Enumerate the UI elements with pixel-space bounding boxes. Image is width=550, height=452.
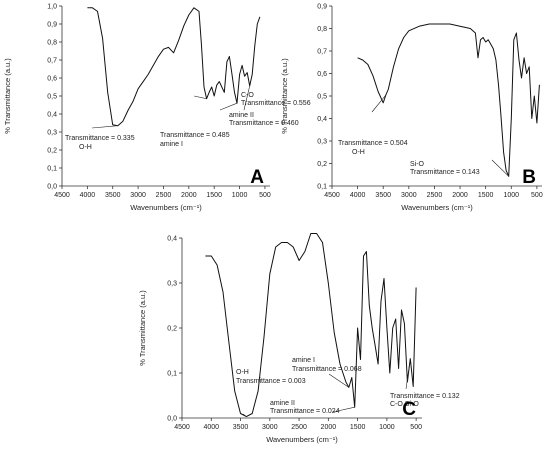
annotation-label: Transmittance = 0.068 bbox=[292, 366, 362, 373]
x-tick-label: 2000 bbox=[452, 192, 468, 199]
y-tick-label: 0,0 bbox=[47, 184, 57, 191]
y-tick-label: 0,5 bbox=[317, 94, 327, 101]
x-tick-label: 1500 bbox=[478, 192, 494, 199]
x-axis-label: Wavenumbers (cm⁻¹) bbox=[130, 203, 202, 212]
y-tick-label: 0,8 bbox=[47, 40, 57, 47]
x-tick-label: 4000 bbox=[80, 192, 96, 199]
y-tick-label: 0,5 bbox=[47, 94, 57, 101]
y-tick-label: 0,4 bbox=[317, 116, 327, 123]
y-tick-label: 0,9 bbox=[47, 22, 57, 29]
annotation-leader bbox=[328, 373, 349, 388]
x-tick-label: 1000 bbox=[503, 192, 519, 199]
y-tick-label: 0,2 bbox=[47, 148, 57, 155]
annotation-leader bbox=[491, 159, 509, 177]
y-tick-label: 0,4 bbox=[167, 236, 177, 243]
annotation-label: O-H bbox=[352, 149, 365, 156]
x-tick-label: 3000 bbox=[130, 192, 146, 199]
annotation-label: Transmittance = 0.335 bbox=[65, 135, 135, 142]
annotation-label: amine I bbox=[160, 141, 183, 148]
spectrum-line bbox=[205, 233, 417, 418]
y-tick-label: 0,3 bbox=[47, 130, 57, 137]
annotation-leader bbox=[242, 413, 247, 417]
x-tick-label: 1500 bbox=[206, 192, 222, 199]
panel-c: 4500 4000 3500 3000 2500 2000 1500 1000 500 0,0 0,… bbox=[138, 233, 460, 444]
panel-b: 4500 4000 3500 3000 2500 2000 1500 1000 500 0,1 0,… bbox=[280, 4, 543, 213]
x-tick-label: 2500 bbox=[156, 192, 172, 199]
x-tick-label: 4000 bbox=[203, 424, 219, 431]
panel-a: 4500 4000 3500 3000 2500 2000 1500 1000 500 0,0 0,… bbox=[3, 4, 311, 213]
y-axis-label: % Transmittance (a.u.) bbox=[138, 290, 147, 366]
annotation-label: O-H bbox=[236, 369, 249, 376]
y-tick-label: 0,1 bbox=[317, 184, 327, 191]
y-tick-label: 0,7 bbox=[317, 49, 327, 56]
y-tick-label: 0,2 bbox=[167, 326, 177, 333]
annotation-label: C-O Si-O bbox=[390, 401, 419, 408]
x-tick-label: 3500 bbox=[233, 424, 249, 431]
x-axis-label: Wavenumbers (cm⁻¹) bbox=[401, 203, 473, 212]
y-axis-label: % Transmittance (a.u.) bbox=[3, 58, 12, 134]
y-tick-label: 0,9 bbox=[317, 4, 327, 11]
x-tick-label: 1000 bbox=[232, 192, 248, 199]
annotation-label: Transmittance = 0.485 bbox=[160, 132, 230, 139]
annotation-leader bbox=[219, 102, 238, 111]
x-tick-label: 500 bbox=[531, 192, 543, 199]
x-axis-label: Wavenumbers (cm⁻¹) bbox=[266, 435, 338, 444]
x-tick-label: 4500 bbox=[54, 192, 70, 199]
annotation-leader bbox=[332, 406, 355, 413]
y-tick-label: 0,8 bbox=[317, 26, 327, 33]
y-tick-label: 0,1 bbox=[47, 166, 57, 173]
x-tick-label: 1500 bbox=[350, 424, 366, 431]
y-axis-label: % Transmittance (a.u.) bbox=[280, 58, 289, 134]
annotation-leader bbox=[91, 125, 118, 129]
y-tick-label: 0,6 bbox=[47, 76, 57, 83]
annotation-label: Transmittance = 0.132 bbox=[390, 393, 460, 400]
annotation-leader bbox=[193, 95, 207, 99]
x-tick-label: 4500 bbox=[174, 424, 190, 431]
x-tick-label: 4000 bbox=[350, 192, 366, 199]
y-tick-label: 0,2 bbox=[317, 161, 327, 168]
x-tick-label: 3500 bbox=[105, 192, 121, 199]
y-tick-label: 0,0 bbox=[167, 416, 177, 423]
annotation-leader bbox=[243, 85, 250, 111]
annotation-leader bbox=[371, 94, 387, 113]
spectrum-line bbox=[357, 23, 540, 177]
x-tick-label: 500 bbox=[259, 192, 271, 199]
annotation-label: amine II bbox=[270, 400, 295, 407]
annotation-label: Transmittance = 0.504 bbox=[338, 140, 408, 147]
annotation-label: Si-O bbox=[410, 161, 425, 168]
annotation-label: amine I bbox=[292, 357, 315, 364]
annotation-label: Transmittance = 0.143 bbox=[410, 169, 480, 176]
y-tick-label: 0,6 bbox=[317, 71, 327, 78]
y-tick-label: 0,1 bbox=[167, 371, 177, 378]
x-tick-label: 3500 bbox=[375, 192, 391, 199]
x-tick-label: 3000 bbox=[401, 192, 417, 199]
y-tick-label: 0,3 bbox=[167, 281, 177, 288]
y-tick-label: 0,7 bbox=[47, 58, 57, 65]
x-tick-label: 1000 bbox=[379, 424, 395, 431]
annotation-label: Transmittance = 0.003 bbox=[236, 378, 306, 385]
panel-letter: B bbox=[522, 167, 536, 188]
annotation-label: Transmittance = 0.024 bbox=[270, 408, 340, 415]
x-tick-label: 2500 bbox=[427, 192, 443, 199]
annotation-label: Transmittance = 0.556 bbox=[241, 100, 311, 107]
y-tick-label: 0,4 bbox=[47, 112, 57, 119]
x-tick-label: 2000 bbox=[321, 424, 337, 431]
annotation-label: amine II bbox=[229, 112, 254, 119]
x-tick-label: 2500 bbox=[291, 424, 307, 431]
annotation-leader bbox=[405, 358, 411, 390]
x-tick-label: 4500 bbox=[324, 192, 340, 199]
y-tick-label: 1,0 bbox=[47, 4, 57, 11]
annotation-label: C-O bbox=[241, 92, 254, 99]
annotation-label: Transmittance = 0.460 bbox=[229, 120, 299, 127]
x-tick-label: 2000 bbox=[181, 192, 197, 199]
spectrum-line bbox=[87, 7, 261, 127]
x-tick-label: 500 bbox=[410, 424, 422, 431]
annotation-label: O-H bbox=[79, 144, 92, 151]
panel-letter: C bbox=[402, 399, 416, 420]
y-tick-label: 0,3 bbox=[317, 139, 327, 146]
panel-letter: A bbox=[250, 167, 264, 188]
x-tick-label: 3000 bbox=[262, 424, 278, 431]
